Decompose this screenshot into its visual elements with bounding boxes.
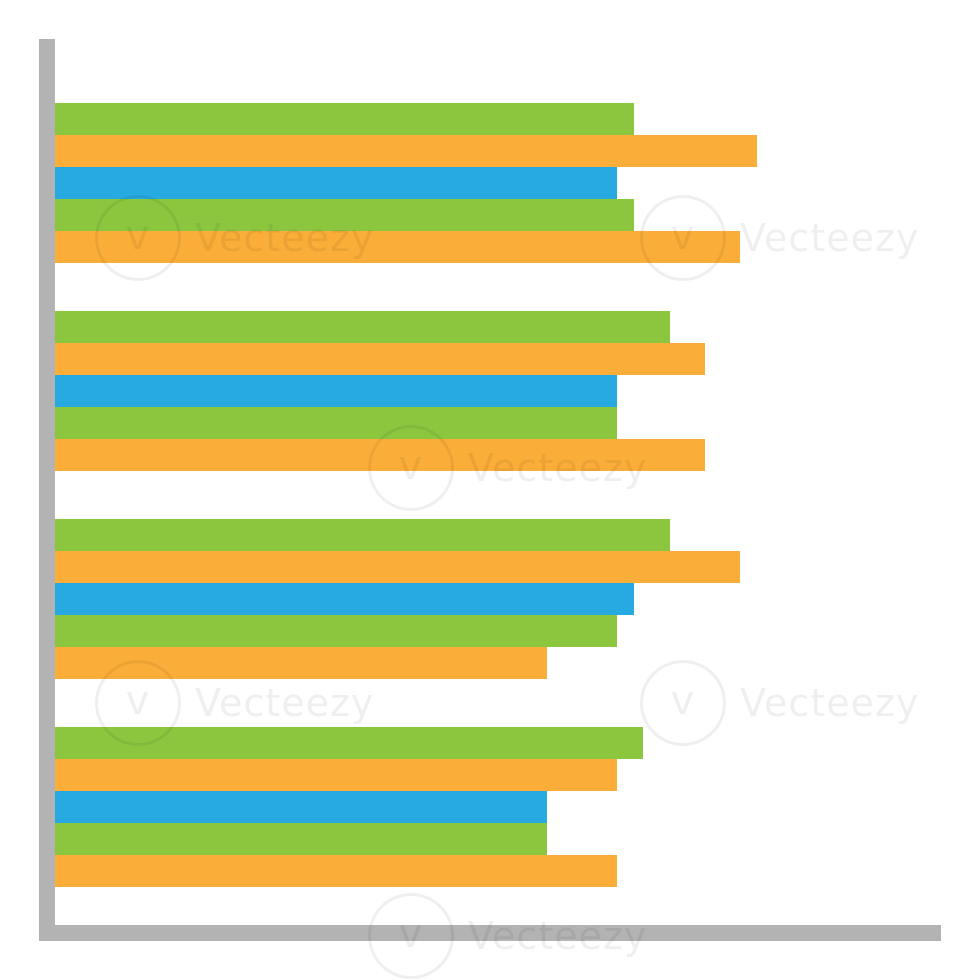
- bar-blue-group2-3: [55, 375, 617, 407]
- bar-green-group2-4: [55, 407, 617, 439]
- bar-green-group1-1: [55, 103, 634, 135]
- bar-green-group1-4: [55, 199, 634, 231]
- bar-orange-group1-2: [55, 135, 757, 167]
- bar-orange-group1-5: [55, 231, 740, 263]
- bar-blue-group1-3: [55, 167, 617, 199]
- bar-green-group3-4: [55, 615, 617, 647]
- x-axis-line: [39, 925, 941, 941]
- bar-orange-group4-2: [55, 759, 617, 791]
- bar-blue-group3-3: [55, 583, 634, 615]
- bar-orange-group4-5: [55, 855, 617, 887]
- bar-green-group4-4: [55, 823, 547, 855]
- bar-orange-group3-2: [55, 551, 740, 583]
- bar-orange-group2-5: [55, 439, 705, 471]
- bar-blue-group4-3: [55, 791, 547, 823]
- bar-green-group3-1: [55, 519, 670, 551]
- y-axis-line: [39, 39, 55, 941]
- bar-green-group2-1: [55, 311, 670, 343]
- bar-orange-group3-5: [55, 647, 547, 679]
- bars-layer: [55, 103, 757, 887]
- bar-orange-group2-2: [55, 343, 705, 375]
- bar-green-group4-1: [55, 727, 643, 759]
